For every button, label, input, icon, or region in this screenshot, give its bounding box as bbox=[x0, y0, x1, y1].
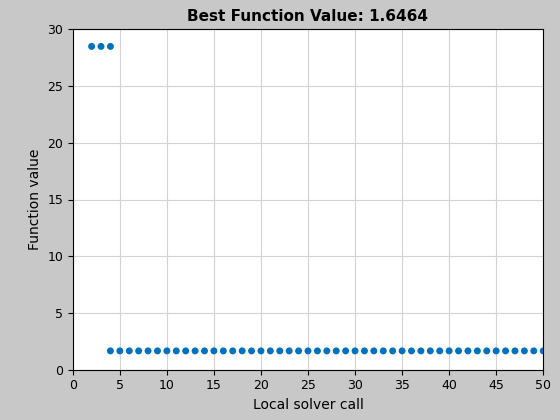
Point bbox=[153, 347, 162, 354]
Point bbox=[209, 347, 218, 354]
Point bbox=[520, 347, 529, 354]
Point bbox=[134, 347, 143, 354]
Point bbox=[125, 347, 134, 354]
Point bbox=[388, 347, 397, 354]
Point bbox=[511, 347, 520, 354]
Point bbox=[115, 347, 124, 354]
Point bbox=[162, 347, 171, 354]
Point bbox=[237, 347, 246, 354]
Point bbox=[539, 347, 548, 354]
Point bbox=[284, 347, 293, 354]
X-axis label: Local solver call: Local solver call bbox=[253, 398, 363, 412]
Point bbox=[360, 347, 369, 354]
Point bbox=[323, 347, 332, 354]
Point bbox=[304, 347, 312, 354]
Point bbox=[106, 347, 115, 354]
Point bbox=[294, 347, 303, 354]
Point bbox=[200, 347, 209, 354]
Point bbox=[464, 347, 473, 354]
Point bbox=[398, 347, 407, 354]
Point bbox=[473, 347, 482, 354]
Point bbox=[143, 347, 152, 354]
Title: Best Function Value: 1.6464: Best Function Value: 1.6464 bbox=[188, 9, 428, 24]
Point bbox=[407, 347, 416, 354]
Point bbox=[454, 347, 463, 354]
Point bbox=[266, 347, 275, 354]
Point bbox=[482, 347, 491, 354]
Point bbox=[417, 347, 426, 354]
Point bbox=[529, 347, 538, 354]
Point bbox=[256, 347, 265, 354]
Point bbox=[87, 43, 96, 50]
Point bbox=[501, 347, 510, 354]
Point bbox=[351, 347, 360, 354]
Point bbox=[445, 347, 454, 354]
Point bbox=[379, 347, 388, 354]
Y-axis label: Function value: Function value bbox=[27, 149, 41, 250]
Point bbox=[341, 347, 350, 354]
Point bbox=[190, 347, 199, 354]
Point bbox=[492, 347, 501, 354]
Point bbox=[172, 347, 181, 354]
Point bbox=[219, 347, 228, 354]
Point bbox=[332, 347, 340, 354]
Point bbox=[228, 347, 237, 354]
Point bbox=[426, 347, 435, 354]
Point bbox=[96, 43, 105, 50]
Point bbox=[247, 347, 256, 354]
Point bbox=[106, 43, 115, 50]
Point bbox=[313, 347, 322, 354]
Point bbox=[276, 347, 284, 354]
Point bbox=[370, 347, 379, 354]
Point bbox=[435, 347, 444, 354]
Point bbox=[181, 347, 190, 354]
